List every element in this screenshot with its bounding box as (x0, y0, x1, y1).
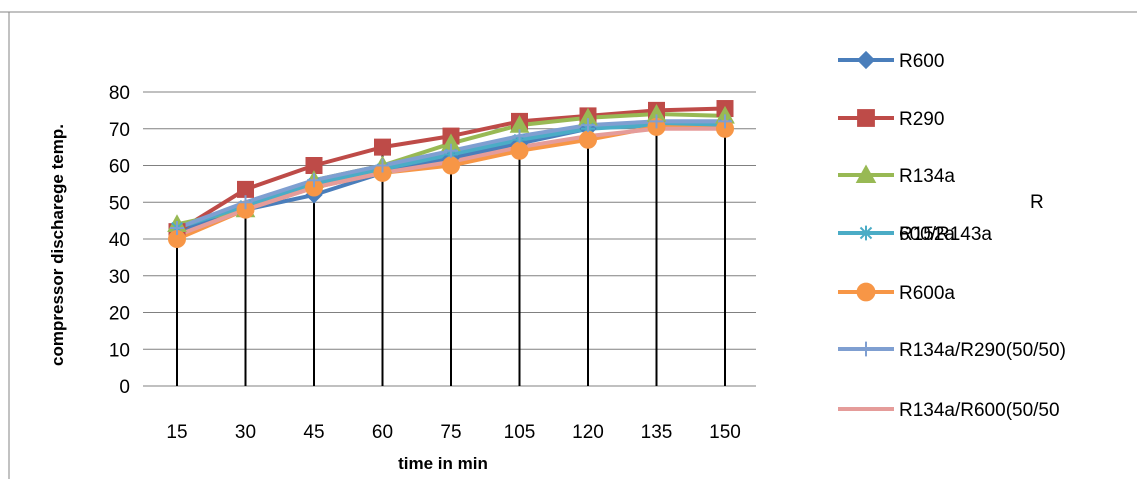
x-axis-ticks: 15 30 45 60 75 105 120 135 150 (166, 422, 740, 443)
marker-r134a-r290-50-50-150 (718, 114, 732, 129)
y-tick-label-10: 10 (109, 340, 130, 361)
x-tick-label-60: 60 (372, 422, 393, 443)
y-axis-title: compressor discharege temp. (48, 124, 67, 366)
legend-marker-r600 (856, 50, 876, 70)
x-tick-label-75: 75 (440, 422, 461, 443)
legend-marker-r152a (858, 225, 874, 241)
legend-label-r134a-r600-50-50: R134a/R600(50/50 (899, 400, 1060, 421)
y-tick-label-70: 70 (109, 120, 130, 141)
marker-r600a-120 (579, 130, 597, 149)
legend-label-r290: R290 (899, 109, 944, 130)
marker-r134a-r290-50-50-75 (444, 143, 458, 158)
marker-r134a-r290-50-50-135 (649, 114, 664, 129)
marker-r134a-r290-50-50-105 (512, 129, 527, 144)
y-tick-label-80: 80 (109, 83, 130, 104)
legend-label-r600a: R600a (899, 283, 955, 304)
marker-r134a-r290-50-50-45 (307, 173, 321, 188)
y-tick-label-50: 50 (109, 193, 130, 214)
legend-label-r134a: R134a (899, 166, 955, 187)
legend-label-r600: R600 (899, 51, 944, 72)
x-axis-title: time in min (398, 454, 488, 473)
marker-r600a-105 (510, 141, 529, 160)
x-tick-label-105: 105 (504, 422, 536, 443)
legend-annotation-1: R (1030, 192, 1044, 213)
y-tick-label-60: 60 (109, 157, 130, 178)
y-axis-ticks: 0 10 20 30 40 50 60 70 80 (109, 83, 130, 398)
marker-r134a-r290-50-50-60 (375, 158, 390, 173)
legend: R600 R290 R134a R152a R600a R134a/R290(50/50)… (838, 50, 1066, 421)
legend-marker-r134a-r290-50-50 (858, 341, 874, 357)
marker-r134a-r290-50-50-15 (170, 220, 184, 235)
marker-r600a-75 (442, 156, 460, 175)
marker-r290-30 (237, 180, 254, 198)
x-tick-label-30: 30 (235, 422, 256, 443)
legend-annotation-2: 600/R143a (899, 224, 992, 245)
legend-marker-r290 (857, 109, 875, 127)
x-tick-label-15: 15 (166, 422, 187, 443)
legend-marker-r134a (855, 164, 877, 184)
x-tick-label-120: 120 (572, 422, 604, 443)
legend-marker-r600a (856, 282, 876, 302)
y-tick-label-30: 30 (109, 267, 130, 288)
x-tick-label-135: 135 (641, 422, 673, 443)
x-tick-label-45: 45 (303, 422, 324, 443)
marker-r134a-r290-50-50-30 (238, 195, 253, 210)
x-tick-label-150: 150 (709, 422, 741, 443)
legend-label-r134a-r290-50-50: R134a/R290(50/50) (899, 340, 1066, 361)
marker-r290-60 (374, 138, 391, 156)
marker-r134a-r290-50-50-120 (581, 118, 595, 133)
y-tick-label-20: 20 (109, 304, 130, 325)
y-tick-label-40: 40 (109, 230, 130, 251)
y-tick-label-0: 0 (119, 377, 130, 398)
legend-label-r152a: R152a (899, 224, 955, 245)
series-markers (167, 100, 735, 248)
